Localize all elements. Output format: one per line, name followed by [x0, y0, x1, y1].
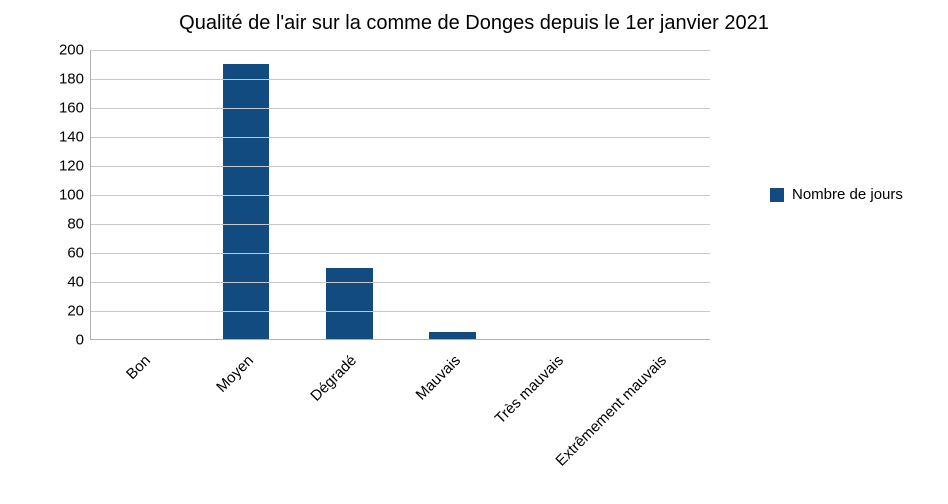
gridline [91, 282, 710, 283]
plot-area [90, 50, 710, 340]
y-tick-label: 140 [0, 129, 84, 146]
x-tick-label: Mauvais [412, 352, 464, 404]
y-tick-label: 80 [0, 216, 84, 233]
x-tick-label: Extrêmement mauvais [553, 352, 671, 470]
gridline [91, 195, 710, 196]
bar [429, 332, 476, 339]
legend: Nombre de jours [770, 186, 903, 203]
y-tick-label: 180 [0, 71, 84, 88]
gridline [91, 137, 710, 138]
y-tick-label: 200 [0, 42, 84, 59]
y-tick-label: 0 [0, 332, 84, 349]
y-tick-label: 20 [0, 303, 84, 320]
x-tick-label: Moyen [213, 352, 257, 396]
gridline [91, 166, 710, 167]
y-tick-label: 160 [0, 100, 84, 117]
chart-title: Qualité de l'air sur la comme de Donges … [0, 12, 948, 35]
x-tick-label: Bon [123, 352, 154, 383]
bar [223, 64, 270, 340]
y-tick-label: 60 [0, 245, 84, 262]
y-tick-label: 100 [0, 187, 84, 204]
gridline [91, 79, 710, 80]
y-tick-label: 120 [0, 158, 84, 175]
gridline [91, 253, 710, 254]
bar [326, 268, 373, 339]
legend-swatch [770, 188, 784, 202]
gridline [91, 50, 710, 51]
x-tick-label: Dégradé [308, 352, 361, 405]
gridline [91, 108, 710, 109]
y-tick-label: 40 [0, 274, 84, 291]
x-tick-label: Très mauvais [492, 352, 567, 427]
legend-label: Nombre de jours [792, 186, 903, 203]
gridline [91, 311, 710, 312]
gridline [91, 224, 710, 225]
